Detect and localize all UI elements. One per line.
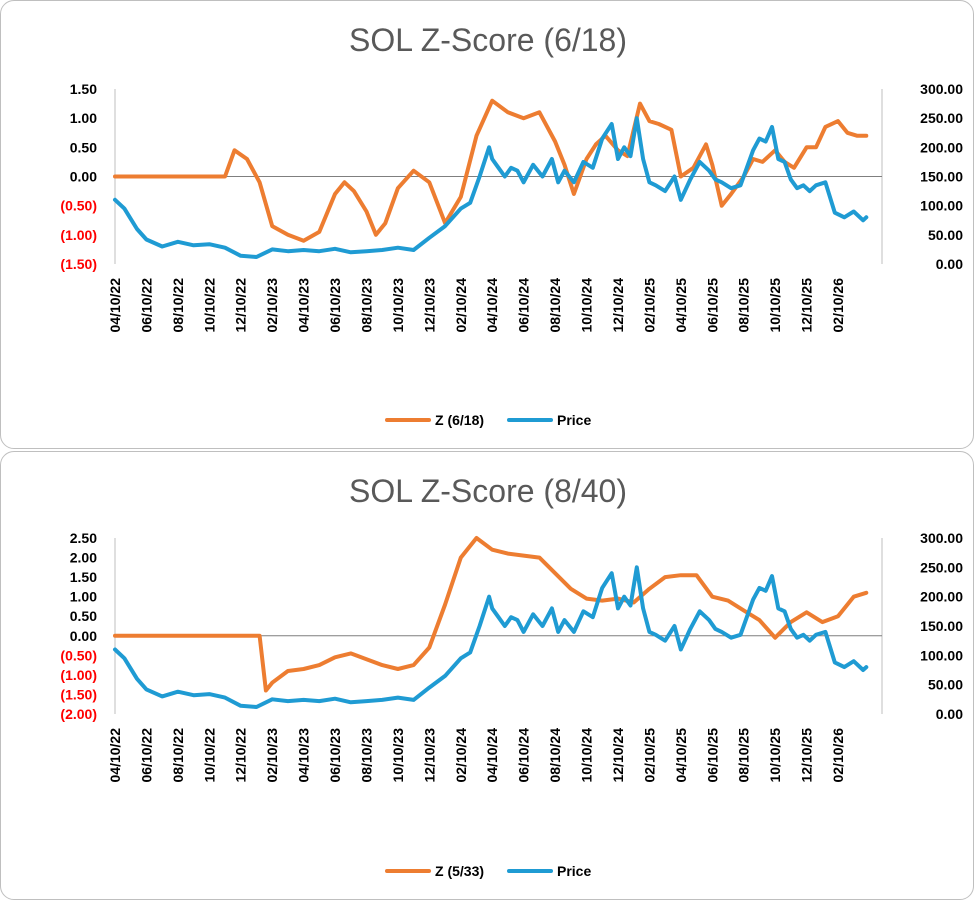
x-tick-label: 12/10/23 [421,728,437,783]
chart-svg-bottom: SOL Z-Score (8/40) 2.50 2.00 1.50 1.00 0.50 0.… [60,473,963,879]
x-tick-label: 06/10/25 [704,728,720,783]
x-tick-label: 04/10/22 [107,728,123,783]
legend-label: Z (6/18) [435,412,484,428]
series-line-zscore [113,98,869,243]
y-left-tick-label: 1.00 [70,110,97,126]
y-right-tick-label: 0.00 [936,706,963,722]
x-tick-label: 02/10/23 [264,728,280,783]
series-line-price [113,565,869,709]
x-tick-label: 12/10/25 [799,728,815,783]
chart-svg-top: SOL Z-Score (6/18) 1.50 1.00 0.50 0.00 (0.50)… [60,22,963,428]
series-line-zscore [113,536,869,693]
y-left-tick-label: 0.00 [70,169,97,185]
y-left-tick-label: 0.50 [70,139,97,155]
y-right-tick-label: 200.00 [920,589,963,605]
x-tick-label: 12/10/24 [610,728,626,783]
x-tick-label: 08/10/24 [547,278,563,333]
x-tick-label: 12/10/22 [233,278,249,333]
x-tick-label: 10/10/23 [390,728,406,783]
y-left-tick-label: 0.00 [70,628,97,644]
x-tick-label: 08/10/22 [170,278,186,333]
y-left-tick-label: (1.00) [60,667,97,683]
y-left-tick-label: 2.00 [70,550,97,566]
x-tick-label: 02/10/24 [453,278,469,333]
x-tick-label: 04/10/25 [673,728,689,783]
x-tick-label: 12/10/22 [233,728,249,783]
x-tick-label: 02/10/24 [453,728,469,783]
x-tick-label: 04/10/23 [296,278,312,333]
y-right-tick-label: 100.00 [920,647,963,663]
x-tick-label: 10/10/22 [201,278,217,333]
x-tick-label: 12/10/23 [421,278,437,333]
x-tick-label: 10/10/24 [579,728,595,783]
legend-label: Price [557,412,591,428]
y-right-tick-label: 300.00 [920,81,963,97]
x-tick-label: 10/10/23 [390,278,406,333]
y-right-tick-label: 300.00 [920,530,963,546]
y-left-tick-label: (2.00) [60,706,97,722]
y-left-tick-label: 1.50 [70,81,97,97]
chart-title: SOL Z-Score (8/40) [349,473,627,509]
x-tick-label: 02/10/26 [830,728,846,783]
x-tick-label: 06/10/22 [138,278,154,333]
y-left-tick-label: (1.50) [60,256,97,272]
chart-title: SOL Z-Score (6/18) [349,22,627,58]
y-left-tick-label: 2.50 [70,530,97,546]
x-tick-label: 08/10/24 [547,728,563,783]
x-tick-label: 08/10/22 [170,728,186,783]
y-left-tick-label: (1.00) [60,227,97,243]
x-tick-label: 08/10/25 [736,728,752,783]
legend-label: Price [557,863,591,879]
x-tick-label: 02/10/25 [641,278,657,333]
chart-panel-top: SOL Z-Score (6/18) 1.50 1.00 0.50 0.00 (0.50)… [0,0,974,449]
y-right-tick-label: 100.00 [920,198,963,214]
x-tick-label: 06/10/23 [327,278,343,333]
x-tick-label: 04/10/24 [484,278,500,333]
y-left-tick-label: (0.50) [60,647,97,663]
x-tick-label: 06/10/23 [327,728,343,783]
x-tick-label: 06/10/25 [704,278,720,333]
y-right-tick-label: 150.00 [920,169,963,185]
y-right-tick-label: 250.00 [920,110,963,126]
y-right-tick-label: 250.00 [920,559,963,575]
y-right-tick-label: 50.00 [928,227,963,243]
x-tick-label: 10/10/25 [767,278,783,333]
legend-label: Z (5/33) [435,863,484,879]
x-tick-label: 12/10/24 [610,278,626,333]
x-tick-label: 12/10/25 [799,278,815,333]
y-left-tick-label: 1.00 [70,589,97,605]
x-tick-label: 08/10/23 [358,278,374,333]
y-right-tick-label: 50.00 [928,677,963,693]
chart-panel-bottom: SOL Z-Score (8/40) 2.50 2.00 1.50 1.00 0.50 0.… [0,451,974,900]
x-tick-label: 10/10/22 [201,728,217,783]
x-tick-label: 02/10/26 [830,278,846,333]
y-right-tick-label: 200.00 [920,139,963,155]
x-tick-label: 08/10/25 [736,278,752,333]
x-tick-label: 10/10/25 [767,728,783,783]
x-tick-label: 04/10/23 [296,728,312,783]
series-line-price [113,116,869,259]
y-left-tick-label: (1.50) [60,686,97,702]
x-tick-label: 04/10/24 [484,728,500,783]
x-tick-label: 04/10/22 [107,278,123,333]
x-tick-label: 06/10/24 [516,278,532,333]
y-left-tick-label: 0.50 [70,608,97,624]
x-tick-label: 06/10/24 [516,728,532,783]
y-right-tick-label: 150.00 [920,618,963,634]
y-right-tick-label: 0.00 [936,256,963,272]
y-left-tick-label: (0.50) [60,198,97,214]
x-tick-label: 04/10/25 [673,278,689,333]
x-tick-label: 02/10/23 [264,278,280,333]
x-tick-label: 02/10/25 [641,728,657,783]
x-tick-label: 08/10/23 [358,728,374,783]
x-tick-label: 10/10/24 [579,278,595,333]
x-tick-label: 06/10/22 [138,728,154,783]
y-left-tick-label: 1.50 [70,569,97,585]
